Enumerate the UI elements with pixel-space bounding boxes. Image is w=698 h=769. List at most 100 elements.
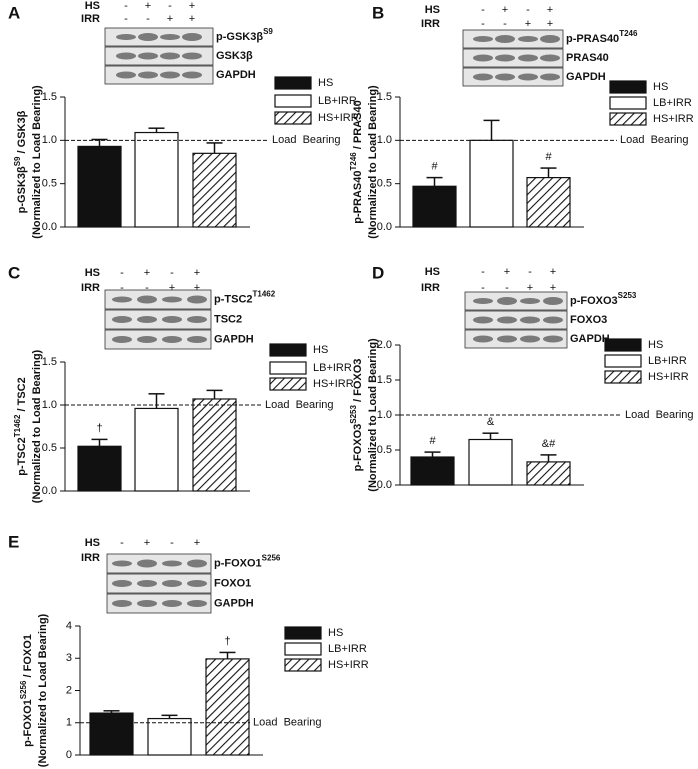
panel-letter: C <box>8 263 20 282</box>
condition-sign: - <box>124 13 128 25</box>
reference-label: Load Bearing <box>253 717 322 729</box>
blot-band <box>473 36 493 42</box>
reference-label: Load Bearing <box>272 134 341 146</box>
condition-sign: - <box>168 0 172 12</box>
legend-label: LB+IRR <box>648 355 687 367</box>
y-tick-label: 1.0 <box>377 409 392 421</box>
bar <box>134 407 179 492</box>
blot-band <box>495 73 515 81</box>
blot-band <box>520 316 540 324</box>
blot-label: FOXO1 <box>214 577 251 589</box>
panel-letter: E <box>8 532 19 551</box>
condition-sign: - <box>145 282 149 294</box>
blot-label: GAPDH <box>570 333 610 345</box>
legend-label: HS <box>328 627 343 639</box>
blot-band <box>543 316 563 324</box>
condition-sign: + <box>547 4 553 16</box>
blot-band <box>112 600 132 607</box>
condition-sign: + <box>502 4 508 16</box>
panel-letter: B <box>372 3 384 22</box>
condition-sign: + <box>144 267 150 279</box>
blot-strip <box>104 309 212 330</box>
condition-sign: + <box>525 18 531 30</box>
bar <box>77 145 122 228</box>
blot-label: p-PRAS40T246 <box>566 29 638 45</box>
condition-sign: - <box>146 13 150 25</box>
y-label-sup: S9 <box>13 156 22 166</box>
condition-sign: + <box>550 266 556 278</box>
blot-sup: S9 <box>263 27 273 36</box>
blot-name: GSK3β <box>216 50 253 62</box>
blot-band <box>162 296 182 303</box>
y-tick-label: 1 <box>66 717 72 729</box>
condition-sign: + <box>194 537 200 549</box>
blot-band <box>112 580 132 587</box>
condition-label: HS <box>425 4 440 16</box>
y-tick-label: 1.5 <box>377 91 392 103</box>
bar <box>526 177 571 228</box>
legend-swatch <box>609 112 647 126</box>
legend-swatch <box>274 76 312 90</box>
legend-label: LB+IRR <box>328 643 367 655</box>
blot-band <box>495 54 515 62</box>
blot-band <box>137 295 157 304</box>
blot-sup: T246 <box>619 29 638 38</box>
reference-label: Load Bearing <box>265 399 334 411</box>
y-label-part: p-FOXO1 <box>22 699 34 747</box>
condition-label: IRR <box>81 282 100 294</box>
condition-sign: + <box>189 13 195 25</box>
y-axis-label: p-FOXO3S253 / FOXO3 <box>349 359 364 472</box>
blot-band <box>520 335 540 343</box>
bar <box>469 139 514 228</box>
panel-letter: A <box>8 3 20 22</box>
blot-band <box>112 296 132 303</box>
significance-mark: # <box>429 435 436 447</box>
y-label-part: / FOXO1 <box>22 634 34 680</box>
legend-swatch <box>604 370 642 384</box>
legend-label: HS+IRR <box>318 112 359 124</box>
condition-sign: + <box>144 537 150 549</box>
y-axis-label-2: (Normalized to Load Bearing) <box>31 349 43 503</box>
y-label-part: p-TSC2 <box>16 437 28 476</box>
y-tick-label: 1.0 <box>42 134 57 146</box>
condition-label: IRR <box>421 282 440 294</box>
blot-band <box>162 336 182 343</box>
blot-band <box>495 35 515 43</box>
y-axis-label-2: (Normalized to Load Bearing) <box>31 85 43 239</box>
legend-swatch <box>284 626 322 640</box>
y-tick-label: 2.0 <box>377 339 392 351</box>
condition-sign: + <box>194 267 200 279</box>
legend-label: HS+IRR <box>328 659 369 671</box>
blot-band <box>138 52 158 60</box>
blot-band <box>162 560 182 567</box>
blot-band <box>497 297 517 305</box>
y-axis-label: p-PRAS40T246 / PRAS40 <box>349 100 364 223</box>
blot-band <box>137 316 157 323</box>
legend-swatch <box>269 377 307 391</box>
legend-label: LB+IRR <box>653 97 692 109</box>
blot-band <box>160 34 180 40</box>
condition-label: HS <box>85 0 100 12</box>
blot-band <box>187 600 207 607</box>
blot-strip <box>104 65 214 85</box>
y-tick-label: 3 <box>66 652 72 664</box>
condition-sign: - <box>503 18 507 30</box>
blot-band <box>182 33 202 41</box>
y-axis-label: p-GSK3βS9 / GSK3β <box>13 110 28 213</box>
blot-band <box>520 298 540 304</box>
y-tick-label: 1.5 <box>377 374 392 386</box>
condition-sign: - <box>481 266 485 278</box>
legend-label: HS <box>318 77 333 89</box>
blot-label: GSK3β <box>216 50 253 62</box>
blot-label: TSC2 <box>214 313 242 325</box>
blot-band <box>187 580 207 587</box>
y-tick-label: 1.0 <box>377 134 392 146</box>
significance-mark: # <box>545 151 552 163</box>
blot-band <box>497 335 517 343</box>
blot-band <box>160 71 180 79</box>
condition-sign: - <box>481 282 485 294</box>
blot-band <box>187 336 207 343</box>
condition-sign: + <box>167 13 173 25</box>
blot-band <box>473 335 493 343</box>
blot-label: GAPDH <box>566 71 606 83</box>
